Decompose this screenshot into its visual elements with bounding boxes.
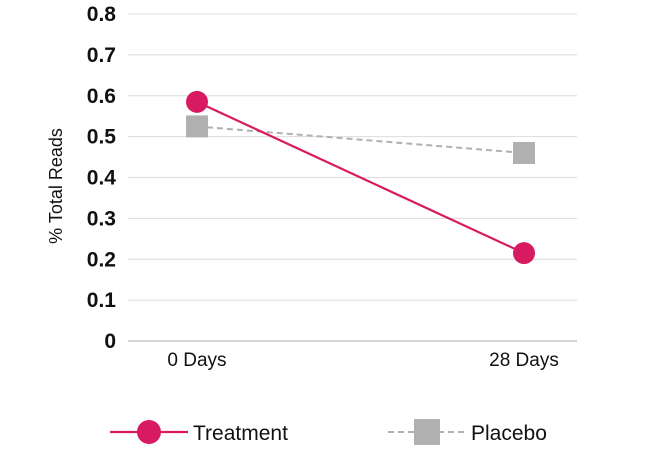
y-tick-label: 0.5	[87, 126, 117, 149]
series-treatment	[186, 90, 535, 265]
y-tick-label: 0.3	[87, 207, 116, 230]
y-tick-label: 0.4	[87, 167, 117, 190]
legend-marker-placebo	[414, 419, 440, 445]
series-placebo	[186, 115, 535, 164]
y-tick-label: 0.2	[87, 248, 116, 271]
legend-marker-treatment	[137, 420, 161, 444]
data-point-placebo-0	[186, 115, 208, 138]
legend: Treatment Placebo	[110, 419, 547, 445]
y-tick-label: 0.7	[87, 44, 116, 67]
gridlines	[128, 13, 577, 342]
x-tick-label: 28 Days	[489, 350, 559, 371]
x-tick-label: 0 Days	[167, 350, 226, 371]
y-tick-label: 0	[104, 330, 116, 353]
y-tick-label: 0.8	[87, 3, 117, 26]
y-tick-label: 0.1	[87, 289, 117, 312]
y-tick-label: 0.6	[87, 85, 116, 108]
legend-item-treatment: Treatment	[110, 420, 288, 445]
y-axis: 0 0.1 0.2 0.3 0.4 0.5 0.6 0.7 0.8	[87, 3, 117, 353]
y-axis-title: % Total Reads	[46, 128, 66, 244]
series-line-treatment	[196, 100, 525, 255]
data-point-placebo-1	[513, 141, 535, 164]
x-axis: 0 Days 28 Days	[167, 350, 558, 371]
legend-label-treatment: Treatment	[193, 422, 288, 445]
series-line-placebo	[196, 125, 525, 154]
data-point-treatment-0	[186, 90, 208, 113]
legend-item-placebo: Placebo	[388, 419, 547, 445]
legend-label-placebo: Placebo	[471, 422, 547, 445]
series	[186, 90, 535, 265]
data-point-treatment-1	[513, 242, 535, 265]
